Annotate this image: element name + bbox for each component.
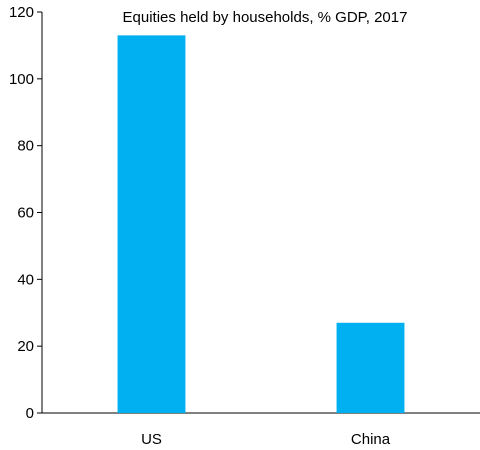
x-category-label-china: China: [351, 431, 391, 448]
y-axis: 0 20 40 60 80 100 120: [9, 4, 43, 422]
y-tick-label: 40: [17, 271, 34, 288]
category-labels: US China: [141, 431, 391, 448]
bar-china: [336, 322, 405, 413]
x-category-label-us: US: [141, 431, 162, 448]
y-tick-label: 60: [17, 205, 34, 222]
y-tick-label: 0: [26, 405, 34, 422]
y-tick-label: 120: [9, 4, 34, 21]
y-tick-label: 80: [17, 138, 34, 155]
bars: [117, 35, 405, 414]
bar-us: [117, 35, 186, 414]
chart-title: Equities held by households, % GDP, 2017: [123, 9, 408, 26]
y-tick-label: 20: [17, 338, 34, 355]
y-tick-label: 100: [9, 71, 34, 88]
